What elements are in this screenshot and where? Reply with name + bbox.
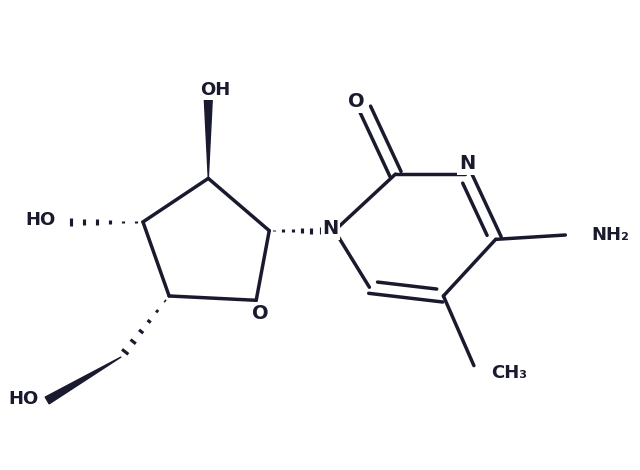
Text: O: O	[252, 304, 269, 323]
Polygon shape	[204, 100, 212, 179]
Text: O: O	[348, 92, 365, 111]
Text: N: N	[459, 154, 475, 173]
Polygon shape	[45, 357, 121, 404]
Text: OH: OH	[200, 80, 230, 99]
Text: HO: HO	[26, 211, 56, 229]
Text: NH₂: NH₂	[591, 226, 629, 244]
Text: HO: HO	[8, 390, 38, 407]
Text: CH₃: CH₃	[492, 364, 527, 382]
Text: N: N	[322, 219, 339, 238]
